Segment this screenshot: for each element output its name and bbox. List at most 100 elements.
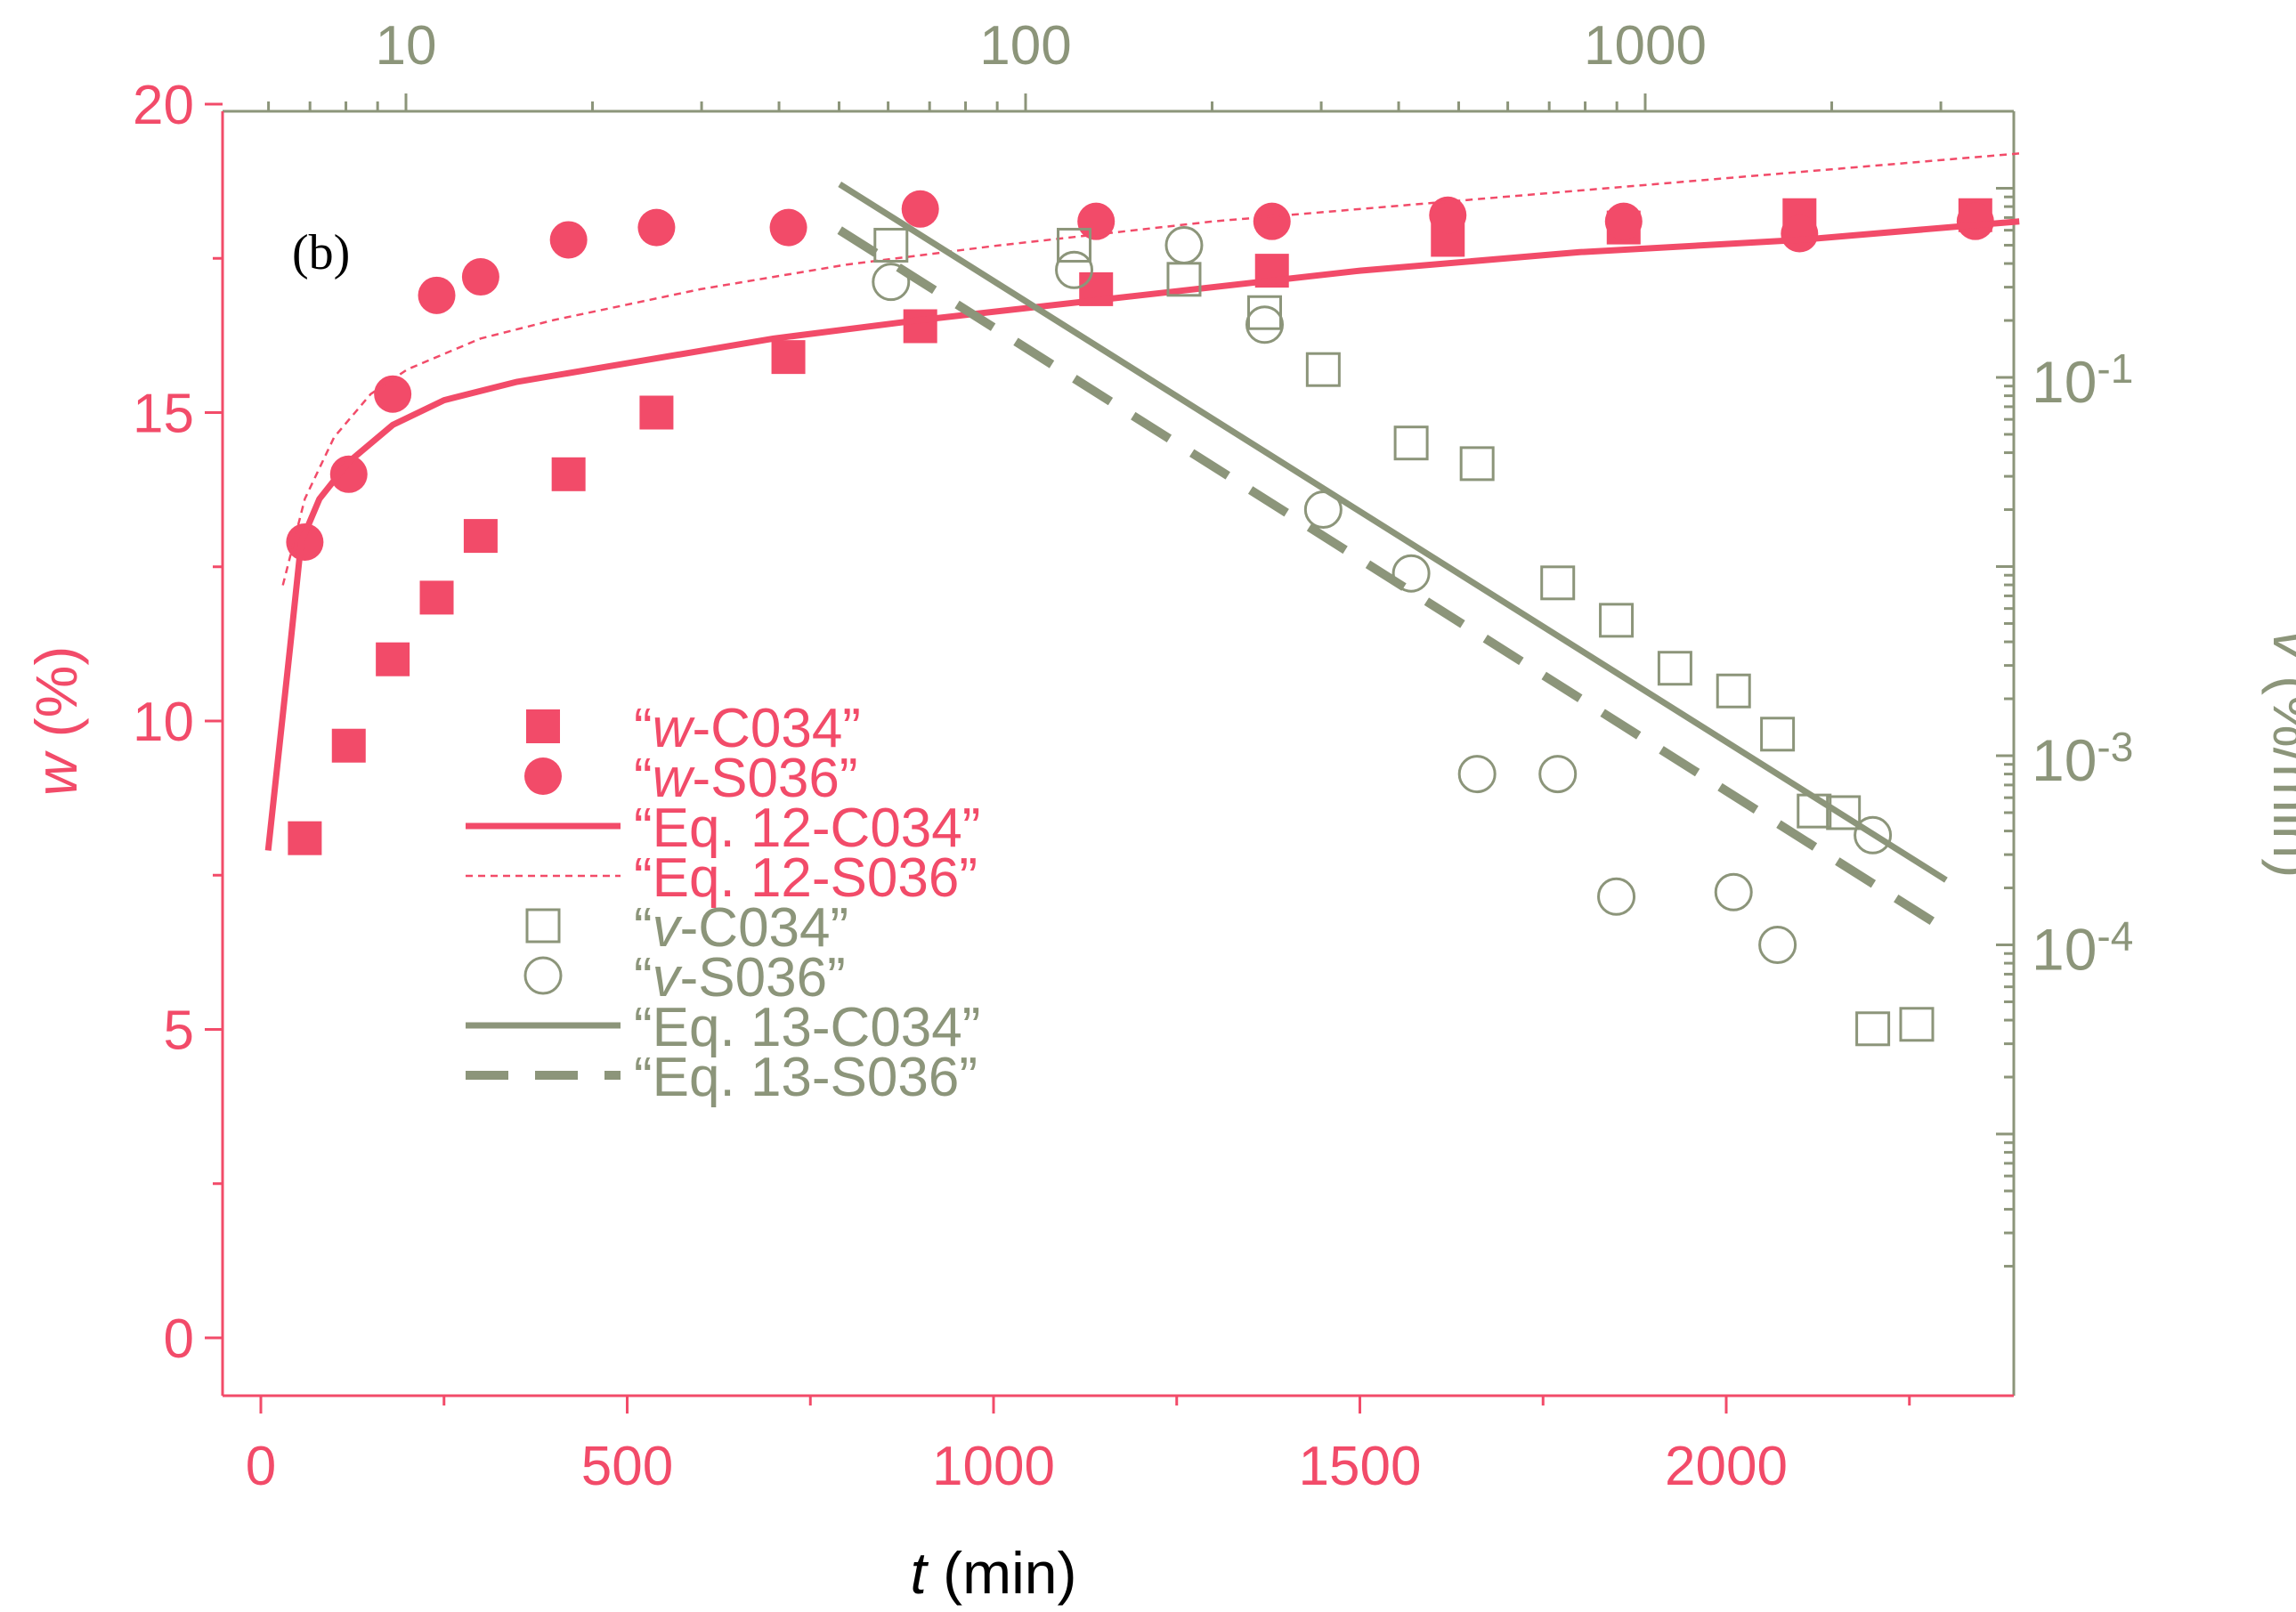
series-v-s036-point — [1055, 250, 1094, 289]
legend-label-prefix: “ — [634, 698, 653, 759]
legend-item-4: “Eq. 12-S036” — [466, 847, 978, 909]
series-v-c034-point — [1459, 446, 1495, 482]
legend-label: “Eq. 12-S036” — [634, 847, 978, 909]
y-left-label-rest: (%) — [23, 646, 89, 754]
y-right-tick-exponent: -3 — [2097, 724, 2133, 770]
y-left-label-italic: w — [23, 749, 89, 796]
series-v-c034-point — [1826, 795, 1862, 830]
y-left-tick-label: 5 — [164, 1000, 194, 1062]
series-v-c034-point — [1393, 425, 1429, 461]
y-left-tick-label: 15 — [133, 384, 194, 445]
x-axis-label-rest: (min) — [927, 1540, 1077, 1606]
series-w-c034-point — [463, 519, 498, 554]
legend-item-3: “Eq. 12-C034” — [466, 798, 980, 859]
series-v-c034-point — [1599, 603, 1635, 638]
series-w-c034-point — [639, 395, 674, 430]
series-w-s036-point — [769, 208, 807, 247]
x-tick-label: 500 — [581, 1436, 673, 1497]
legend-label-italic: v — [653, 897, 683, 959]
series-w-s036-point — [1956, 202, 1994, 240]
legend-label-prefix: “ — [634, 947, 653, 1009]
legend-label: “Eq. 13-C034” — [634, 997, 980, 1058]
series-v-c034-point — [873, 227, 909, 263]
series-v-s036-point — [1164, 225, 1204, 264]
legend-item-5: “v-C034” — [525, 897, 849, 959]
y-right-tick-base: 10 — [2032, 917, 2097, 983]
series-eq-13-s036-line — [837, 226, 1949, 934]
legend-item-7: “Eq. 13-C034” — [466, 997, 980, 1058]
legend-label-rest: -C034” — [692, 698, 861, 759]
series-w-c034-point — [903, 309, 937, 344]
series-v-c034-point — [1760, 717, 1796, 752]
legend-label-prefix: “ — [634, 798, 653, 859]
series-w-s036-point — [1253, 202, 1291, 240]
legend-label-italic: w — [653, 748, 696, 809]
series-w-s036-point — [901, 190, 939, 228]
series-w-s036-point — [418, 276, 456, 314]
series-w-c034-point — [771, 340, 806, 375]
series-v-s036-point — [872, 263, 911, 302]
plot-frame-group — [221, 109, 2016, 1397]
y-left-tick-label: 10 — [133, 692, 194, 753]
legend-label-prefix: “ — [634, 748, 653, 809]
legend-label-rest: -C034” — [680, 897, 849, 959]
legend-label-prefix: “ — [634, 897, 653, 959]
legend-item-8: “Eq. 13-S036” — [466, 1047, 978, 1108]
y-right-tick-label: 10-1 — [2032, 345, 2133, 415]
series-v-c034-point — [1657, 651, 1692, 686]
legend-label-rest: -S036” — [680, 947, 846, 1009]
series-v-s036-point — [1597, 877, 1636, 916]
series-w-s036-point — [549, 221, 588, 259]
series-eq-12-s036-line — [281, 152, 2020, 586]
series-w-s036-point — [1781, 215, 1819, 253]
series-v-s036-point — [1758, 926, 1797, 964]
series-w-s036-point — [637, 208, 676, 247]
y-left-tick-label: 0 — [164, 1308, 194, 1370]
series-v-s036-point — [1538, 755, 1578, 794]
top-tick-label: 1000 — [1584, 15, 1707, 77]
plot-data-group — [264, 152, 2020, 1047]
x-tick-label: 2000 — [1665, 1436, 1788, 1497]
y-left-tick-label: 20 — [133, 75, 194, 136]
series-w-c034-point — [419, 580, 454, 615]
y-right-label-rest: (%/min) — [2261, 660, 2296, 879]
axes-group: 0 500 1000 1500 2000 t (min) 10 100 1000 0 5 10 15 20… — [23, 15, 2296, 1606]
series-w-s036-point — [1429, 196, 1467, 234]
legend-label-italic: w — [653, 698, 696, 759]
legend-label-prefix: “ — [634, 847, 653, 909]
y-right-tick-exponent: -4 — [2097, 913, 2133, 960]
top-tick-label: 10 — [376, 15, 437, 77]
y-right-tick-base: 10 — [2032, 349, 2097, 415]
legend-label-rest: Eq. 13-S036” — [653, 1047, 978, 1108]
legend-item-2: “w-S036” — [524, 748, 858, 809]
series-v-s036-point — [1391, 554, 1431, 593]
y-right-axis-label: v (%/min) — [2261, 630, 2296, 879]
series-v-c034-point — [1305, 352, 1341, 387]
legend-label-rest: -S036” — [692, 748, 857, 809]
series-v-s036-point — [1854, 815, 1893, 855]
x-tick-label: 1500 — [1299, 1436, 1422, 1497]
x-axis-label: t (min) — [911, 1540, 1077, 1606]
legend-label: “w-C034” — [634, 698, 861, 759]
series-w-s036-point — [329, 455, 368, 493]
legend-label-italic: v — [653, 947, 683, 1009]
x-tick-label: 1000 — [932, 1436, 1055, 1497]
legend-item-1: “w-C034” — [526, 698, 861, 759]
series-w-c034-point — [288, 821, 322, 855]
y-right-label-italic: v — [2261, 630, 2296, 663]
y-right-tick-exponent: -1 — [2097, 345, 2133, 392]
y-right-tick-base: 10 — [2032, 727, 2097, 793]
x-axis-label-italic: t — [911, 1540, 929, 1606]
series-v-s036-point — [1457, 755, 1497, 794]
series-v-c034-point — [1057, 227, 1092, 263]
series-v-c034-point — [1899, 1007, 1935, 1042]
series-v-c034-point — [1247, 295, 1283, 330]
legend-label: “w-S036” — [634, 748, 858, 809]
top-tick-label: 100 — [979, 15, 1071, 77]
series-eq-13-c034-line — [838, 182, 1948, 883]
y-left-axis-label: w (%) — [23, 646, 89, 797]
series-w-c034-point — [331, 728, 366, 763]
